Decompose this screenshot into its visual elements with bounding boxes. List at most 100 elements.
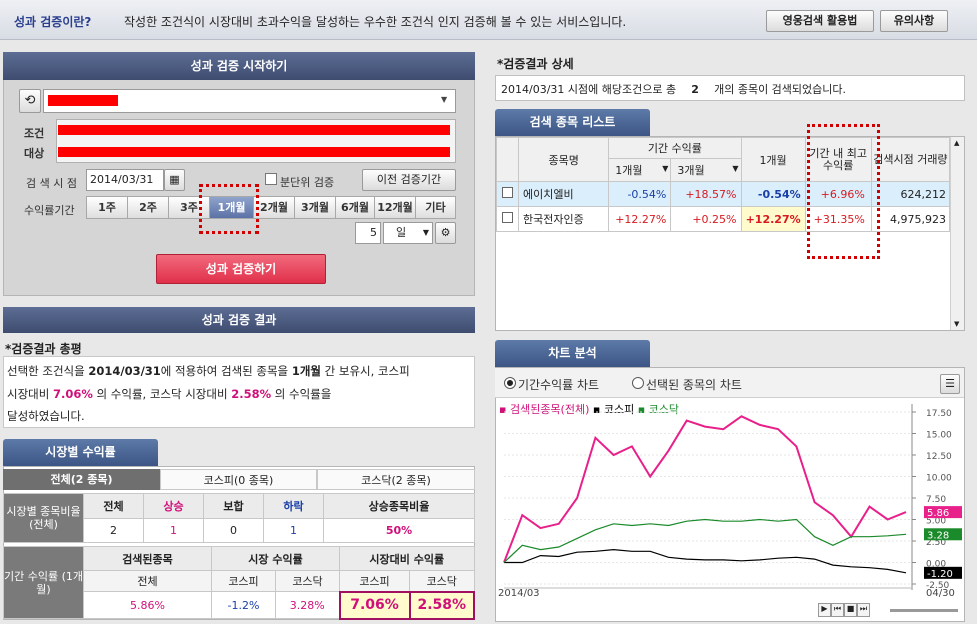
list-icon: ☰ bbox=[945, 377, 955, 390]
gear-icon: ⚙ bbox=[440, 226, 451, 239]
day-input[interactable]: 5 bbox=[355, 222, 381, 244]
search-list-table: 종목명 기간 수익률 1개월 기간 내 최고수익률 검색시점 거래량 1개월 ▼ … bbox=[495, 137, 951, 232]
series-line bbox=[503, 518, 907, 563]
chart-legend: ▪ 검색된종목(전체) ▪ 코스피 ▪ 코스닥 bbox=[499, 401, 679, 417]
subtab-all[interactable]: 전체(2 종목) bbox=[3, 469, 160, 490]
sub-kospi: 코스피 bbox=[211, 570, 276, 592]
video-guide-button[interactable]: 영웅검색 활용법 bbox=[766, 10, 874, 32]
detail-msg-a: 2014/03/31 시점에 해당조건으로 총 bbox=[501, 83, 677, 96]
period-label: 수익률기간 bbox=[24, 204, 75, 217]
value-badge-label: 5.86 bbox=[927, 508, 949, 519]
summary-date: 2014/03/31 bbox=[88, 364, 161, 378]
summary-text: 선택한 조건식을 bbox=[7, 364, 85, 378]
y-tick-label: 7.50 bbox=[926, 495, 946, 505]
row-r1b: -0.54% bbox=[740, 181, 806, 207]
result-panel-header: 성과 검증 결과 bbox=[3, 307, 475, 333]
col-max-return: 기간 내 최고수익률 bbox=[804, 137, 872, 182]
row-r1: -0.54% bbox=[608, 181, 672, 207]
tab-chart-analysis[interactable]: 차트 분석 bbox=[495, 340, 650, 367]
chart-menu-button[interactable]: ☰ bbox=[940, 374, 960, 394]
run-verify-button[interactable]: 성과 검증하기 bbox=[156, 254, 326, 284]
redacted-target-detail bbox=[58, 147, 450, 157]
row-r1: +12.27% bbox=[608, 206, 672, 232]
day-unit-select[interactable]: 일 ▼ bbox=[383, 222, 433, 244]
legend-searched: ▪ 검색된종목(전체) bbox=[499, 403, 590, 416]
sub-kosdaq: 코스닥 bbox=[275, 570, 340, 592]
row-r1b: +12.27% bbox=[740, 206, 806, 232]
nav-first-icon[interactable]: ⏮ bbox=[831, 603, 844, 617]
summary-period: 1개월 bbox=[291, 364, 321, 378]
radio-period-chart[interactable] bbox=[504, 377, 516, 389]
tab-market-returns[interactable]: 시장별 수익률 bbox=[3, 439, 158, 466]
summary-kosdaq: 2.58% bbox=[231, 387, 272, 401]
nav-stop-icon[interactable]: ■ bbox=[844, 603, 857, 617]
grp-searched: 검색된종목 bbox=[83, 546, 212, 571]
notice-button[interactable]: 유의사항 bbox=[880, 10, 948, 32]
split-verify-checkbox[interactable] bbox=[265, 173, 277, 185]
val-vs-kospi: 7.06% bbox=[338, 590, 411, 620]
header-check-cell bbox=[495, 137, 520, 182]
period-other[interactable]: 기타 bbox=[415, 196, 456, 219]
ratio-row-label: 시장별 종목비율 (전체) bbox=[3, 493, 84, 543]
settings-button[interactable]: ⚙ bbox=[435, 222, 456, 244]
col-flat: 보합 bbox=[203, 493, 264, 519]
summary-box bbox=[3, 356, 475, 428]
chart-panel bbox=[495, 367, 965, 622]
row-r3: +0.25% bbox=[670, 206, 742, 232]
row-vol: 624,212 bbox=[870, 181, 951, 207]
value-badge bbox=[924, 566, 962, 579]
radio-stock-chart[interactable] bbox=[632, 377, 644, 389]
chevron-down-icon: ▼ bbox=[422, 228, 429, 237]
condition-select[interactable] bbox=[43, 89, 456, 113]
grp-vs-market: 시장대비 수익률 bbox=[339, 546, 475, 571]
scroll-down-icon: ▼ bbox=[954, 320, 960, 328]
sub-vs-kosdaq: 코스닥 bbox=[409, 570, 475, 592]
subtab-kospi[interactable]: 코스피(0 종목) bbox=[160, 469, 317, 490]
period-6m[interactable]: 6개월 bbox=[335, 196, 375, 219]
col-1m[interactable]: 1개월 ▼ bbox=[608, 158, 672, 182]
chart-nav-controls: ▶ ⏮ ■ ⏭ bbox=[818, 603, 888, 618]
value-badge-label: 3.28 bbox=[927, 530, 949, 541]
col-name: 종목명 bbox=[518, 137, 610, 182]
val-kosdaq: 3.28% bbox=[275, 591, 340, 619]
page-title: 성과 검증이란? bbox=[14, 15, 92, 29]
table-row[interactable]: 한국전자인증 +12.27% +0.25% +12.27% +31.35% 4,… bbox=[495, 206, 951, 232]
condition-load-button[interactable]: ⟲ bbox=[19, 89, 41, 113]
split-verify-label: 분단위 검증 bbox=[280, 176, 335, 189]
legend-kosdaq: ▪ 코스닥 bbox=[637, 403, 680, 416]
chevron-down-icon: ▼ bbox=[732, 164, 739, 173]
calendar-button[interactable]: ▦ bbox=[164, 169, 185, 191]
summary-line-3: 달성하였습니다. bbox=[7, 409, 85, 423]
period-2m[interactable]: 2개월 bbox=[253, 196, 295, 219]
prev-period-button[interactable]: 이전 검증기간 bbox=[362, 169, 456, 191]
redacted-condition-detail bbox=[58, 125, 450, 135]
summary-title: *검증결과 총평 bbox=[5, 342, 82, 356]
return-line-chart: 17.50 15.00 12.50 10.00 7.50 5.00 2.50 0.00 -2.5… bbox=[503, 404, 962, 591]
period-2w[interactable]: 2주 bbox=[127, 196, 169, 219]
col-up: 상승 bbox=[143, 493, 204, 519]
row-max: +31.35% bbox=[804, 206, 872, 232]
col-down: 하락 bbox=[263, 493, 324, 519]
day-unit-label: 일 bbox=[396, 226, 407, 239]
list-scrollbar[interactable]: ▲ ▼ bbox=[950, 137, 964, 330]
col-3m[interactable]: 3개월 ▼ bbox=[670, 158, 742, 182]
subtab-kosdaq[interactable]: 코스닥(2 종목) bbox=[317, 469, 475, 490]
refresh-icon: ⟲ bbox=[24, 93, 36, 108]
row-checkbox[interactable] bbox=[495, 181, 520, 207]
col-up-ratio: 상승종목비율 bbox=[323, 493, 475, 519]
radio-stock-label: 선택된 종목의 차트 bbox=[646, 378, 742, 392]
period-12m[interactable]: 12개월 bbox=[374, 196, 416, 219]
period-3m[interactable]: 3개월 bbox=[294, 196, 336, 219]
nav-last-icon[interactable]: ⏭ bbox=[857, 603, 870, 617]
tab-search-list[interactable]: 검색 종목 리스트 bbox=[495, 109, 650, 136]
row-checkbox[interactable] bbox=[495, 206, 520, 232]
val-down: 1 bbox=[263, 518, 324, 543]
date-input[interactable]: 2014/03/31 bbox=[86, 169, 164, 191]
y-tick-label: 5.00 bbox=[926, 517, 946, 527]
nav-next-icon[interactable]: ▶ bbox=[818, 603, 831, 617]
redacted-condition-name bbox=[48, 95, 118, 106]
period-1w[interactable]: 1주 bbox=[86, 196, 128, 219]
chart-zoom-slider[interactable] bbox=[890, 609, 958, 612]
table-row[interactable]: 에이치엘비 -0.54% +18.57% -0.54% +6.96% 624,2… bbox=[495, 181, 951, 207]
highlight-box bbox=[807, 124, 880, 259]
